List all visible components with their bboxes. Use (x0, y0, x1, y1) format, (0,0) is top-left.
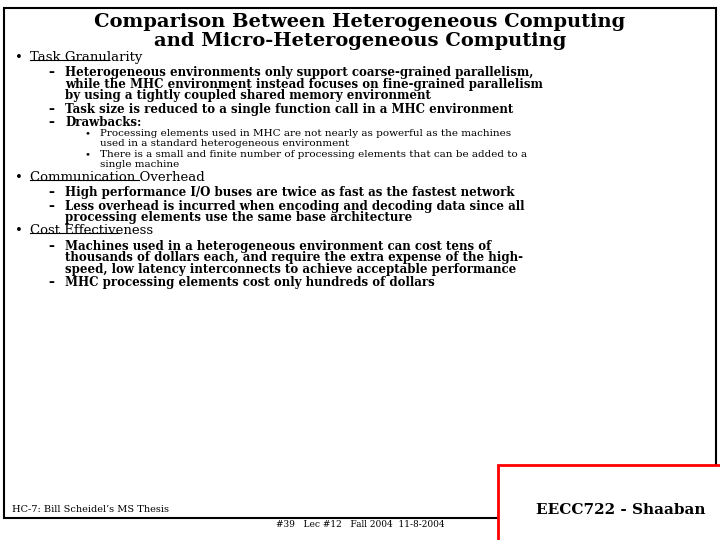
Text: •: • (85, 150, 91, 159)
Text: speed, low latency interconnects to achieve acceptable performance: speed, low latency interconnects to achi… (65, 262, 516, 276)
Text: Cost Effectiveness: Cost Effectiveness (30, 224, 153, 237)
Text: Less overhead is incurred when encoding and decoding data since all: Less overhead is incurred when encoding … (65, 200, 524, 213)
Text: #39   Lec #12   Fall 2004  11-8-2004: #39 Lec #12 Fall 2004 11-8-2004 (276, 520, 444, 529)
Text: EECC722 - Shaaban: EECC722 - Shaaban (536, 503, 706, 517)
Text: •: • (15, 224, 23, 237)
Text: •: • (85, 129, 91, 138)
Text: while the MHC environment instead focuses on fine-grained parallelism: while the MHC environment instead focuse… (65, 78, 543, 91)
Text: thousands of dollars each, and require the extra expense of the high-: thousands of dollars each, and require t… (65, 251, 523, 264)
Text: •: • (15, 51, 23, 64)
Text: –: – (48, 66, 54, 79)
Text: –: – (48, 200, 54, 213)
Text: MHC processing elements cost only hundreds of dollars: MHC processing elements cost only hundre… (65, 276, 435, 289)
Text: –: – (48, 116, 54, 129)
Text: used in a standard heterogeneous environment: used in a standard heterogeneous environ… (100, 139, 349, 148)
Text: –: – (48, 240, 54, 253)
Text: Processing elements used in MHC are not nearly as powerful as the machines: Processing elements used in MHC are not … (100, 129, 511, 138)
Text: Task Granularity: Task Granularity (30, 51, 143, 64)
Text: Machines used in a heterogeneous environment can cost tens of: Machines used in a heterogeneous environ… (65, 240, 491, 253)
Text: There is a small and finite number of processing elements that can be added to a: There is a small and finite number of pr… (100, 150, 527, 159)
Text: and Micro-Heterogeneous Computing: and Micro-Heterogeneous Computing (154, 32, 566, 50)
Text: Comparison Between Heterogeneous Computing: Comparison Between Heterogeneous Computi… (94, 13, 626, 31)
Text: •: • (15, 171, 23, 184)
Text: by using a tightly coupled shared memory environment: by using a tightly coupled shared memory… (65, 90, 431, 103)
Text: –: – (48, 186, 54, 199)
Text: High performance I/O buses are twice as fast as the fastest network: High performance I/O buses are twice as … (65, 186, 515, 199)
Text: Communication Overhead: Communication Overhead (30, 171, 204, 184)
Text: Heterogeneous environments only support coarse-grained parallelism,: Heterogeneous environments only support … (65, 66, 534, 79)
Text: processing elements use the same base architecture: processing elements use the same base ar… (65, 211, 413, 224)
Text: Drawbacks:: Drawbacks: (65, 116, 141, 129)
Text: HC-7: Bill Scheidel’s MS Thesis: HC-7: Bill Scheidel’s MS Thesis (12, 505, 169, 514)
Text: Task size is reduced to a single function call in a MHC environment: Task size is reduced to a single functio… (65, 103, 513, 116)
Text: single machine: single machine (100, 160, 179, 169)
Text: –: – (48, 276, 54, 289)
Text: –: – (48, 103, 54, 116)
